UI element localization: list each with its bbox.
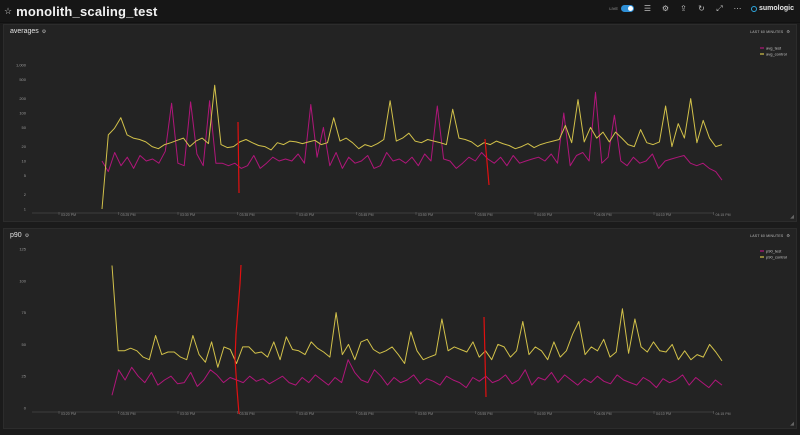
y-tick-label: 0 <box>24 406 27 411</box>
panel-settings-icon[interactable]: ⚙ <box>24 232 30 239</box>
x-tick-label: 04:15 PM <box>716 213 731 217</box>
fullscreen-icon[interactable]: ⤢ <box>716 4 723 13</box>
y-tick-label: 200 <box>19 96 26 101</box>
x-tick-label: 04:10 PM <box>656 213 671 217</box>
x-tick-label: 03:45 PM <box>359 412 374 416</box>
x-tick-label: 03:30 PM <box>180 213 195 217</box>
refresh-icon[interactable]: ↻ <box>698 4 705 13</box>
live-mode-toggle[interactable]: LIVE <box>609 5 634 12</box>
annotation-marker-line <box>237 121 240 194</box>
annotation-marker-line <box>484 138 490 186</box>
legend-label[interactable]: avg_control <box>766 52 787 57</box>
favorite-star-icon[interactable]: ☆ <box>4 5 13 16</box>
dashboard-header: ☆ monolith_scaling_test LIVE ☰ ⚙ ⇪ ↻ ⤢ ⋯… <box>0 0 800 23</box>
settings-gear-icon[interactable]: ⚙ <box>661 4 670 13</box>
y-tick-label: 20 <box>22 144 27 149</box>
live-mode-label: LIVE <box>609 6 618 11</box>
x-tick-label: 04:05 PM <box>597 213 612 217</box>
panel-settings-icon[interactable]: ⚙ <box>41 28 47 35</box>
x-tick-label: 03:55 PM <box>478 412 493 416</box>
x-tick-label: 03:50 PM <box>418 213 433 217</box>
x-tick-label: 03:45 PM <box>359 213 374 217</box>
series-line-avg_test <box>101 91 723 181</box>
y-tick-label: 500 <box>19 77 26 82</box>
p90-chart: 0 25 50 75 100 125 03:20 PM 03:25 PM 03:30 PM 03:… <box>19 247 787 417</box>
x-tick-label: 03:25 PM <box>121 412 136 416</box>
legend-label[interactable]: avg_test <box>766 46 782 51</box>
resize-handle-icon[interactable]: ◢ <box>790 214 794 220</box>
x-tick-label: 03:35 PM <box>240 213 255 217</box>
x-tick-label: 04:10 PM <box>656 412 671 416</box>
legend-label[interactable]: p90_test <box>766 249 782 254</box>
dashboard-title: monolith_scaling_test <box>16 3 158 19</box>
x-tick-label: 03:35 PM <box>240 412 255 416</box>
panel-header: averages ⚙ <box>10 28 46 35</box>
time-range-settings-icon[interactable]: ⚙ <box>786 29 790 34</box>
series-line-p90_control <box>111 265 723 368</box>
time-range-label: LAST 60 MINUTES <box>750 29 784 34</box>
y-tick-label: 2 <box>24 192 27 197</box>
y-tick-label: 25 <box>22 374 27 379</box>
x-tick-label: 03:40 PM <box>299 213 314 217</box>
brand-logo: sumologic <box>750 5 794 12</box>
brand-name: sumologic <box>758 5 794 12</box>
y-tick-label: 75 <box>22 310 27 315</box>
x-tick-label: 04:00 PM <box>537 412 552 416</box>
p90-panel: p90 ⚙ LAST 60 MINUTES ⚙ 0 25 50 75 100 125 03:… <box>3 228 797 429</box>
time-range: LAST 60 MINUTES ⚙ <box>750 233 790 238</box>
brand-logo-icon <box>750 5 757 12</box>
x-tick-label: 03:30 PM <box>180 412 195 416</box>
panel-title: p90 <box>10 232 22 239</box>
x-tick-label: 03:50 PM <box>418 412 433 416</box>
panel-header: p90 ⚙ <box>10 232 29 239</box>
panel-title: averages <box>10 28 39 35</box>
averages-panel: averages ⚙ LAST 60 MINUTES ⚙ 1 2 5 10 20 50 10… <box>3 24 797 222</box>
y-tick-label: 5 <box>24 173 27 178</box>
title-area: ☆ monolith_scaling_test <box>4 4 158 19</box>
y-tick-label: 100 <box>19 111 26 116</box>
header-toolbar: LIVE ☰ ⚙ ⇪ ↻ ⤢ ⋯ sumologic <box>609 4 794 13</box>
filter-icon[interactable]: ☰ <box>643 4 652 13</box>
series-line-avg_control <box>101 84 723 210</box>
y-tick-label: 125 <box>19 247 26 252</box>
more-options-icon[interactable]: ⋯ <box>733 4 742 13</box>
x-tick-label: 03:55 PM <box>478 213 493 217</box>
y-tick-label: 1 <box>24 207 27 212</box>
y-tick-label: 100 <box>19 278 26 283</box>
x-tick-label: 03:25 PM <box>121 213 136 217</box>
y-tick-label: 50 <box>22 342 27 347</box>
annotation-marker-line <box>483 316 487 398</box>
live-mode-switch[interactable] <box>620 5 634 12</box>
legend-label[interactable]: p90_control <box>766 255 787 260</box>
resize-handle-icon[interactable]: ◢ <box>790 421 794 427</box>
share-icon[interactable]: ⇪ <box>680 4 687 13</box>
x-tick-label: 03:20 PM <box>61 213 76 217</box>
x-tick-label: 03:20 PM <box>61 412 76 416</box>
series-line-p90_test <box>111 359 723 396</box>
x-tick-label: 04:00 PM <box>537 213 552 217</box>
x-tick-label: 03:40 PM <box>299 412 314 416</box>
x-tick-label: 04:15 PM <box>716 412 731 416</box>
x-tick-label: 04:05 PM <box>597 412 612 416</box>
time-range-settings-icon[interactable]: ⚙ <box>786 233 790 238</box>
time-range-label: LAST 60 MINUTES <box>750 233 784 238</box>
y-tick-label: 50 <box>22 125 27 130</box>
annotation-marker-line <box>234 264 242 415</box>
averages-chart: 1 2 5 10 20 50 100 200 500 1,000 03:20 PM 03:25 PM 0… <box>16 46 787 218</box>
time-range: LAST 60 MINUTES ⚙ <box>750 29 790 34</box>
y-tick-label: 1,000 <box>16 63 27 68</box>
y-tick-label: 10 <box>22 159 27 164</box>
